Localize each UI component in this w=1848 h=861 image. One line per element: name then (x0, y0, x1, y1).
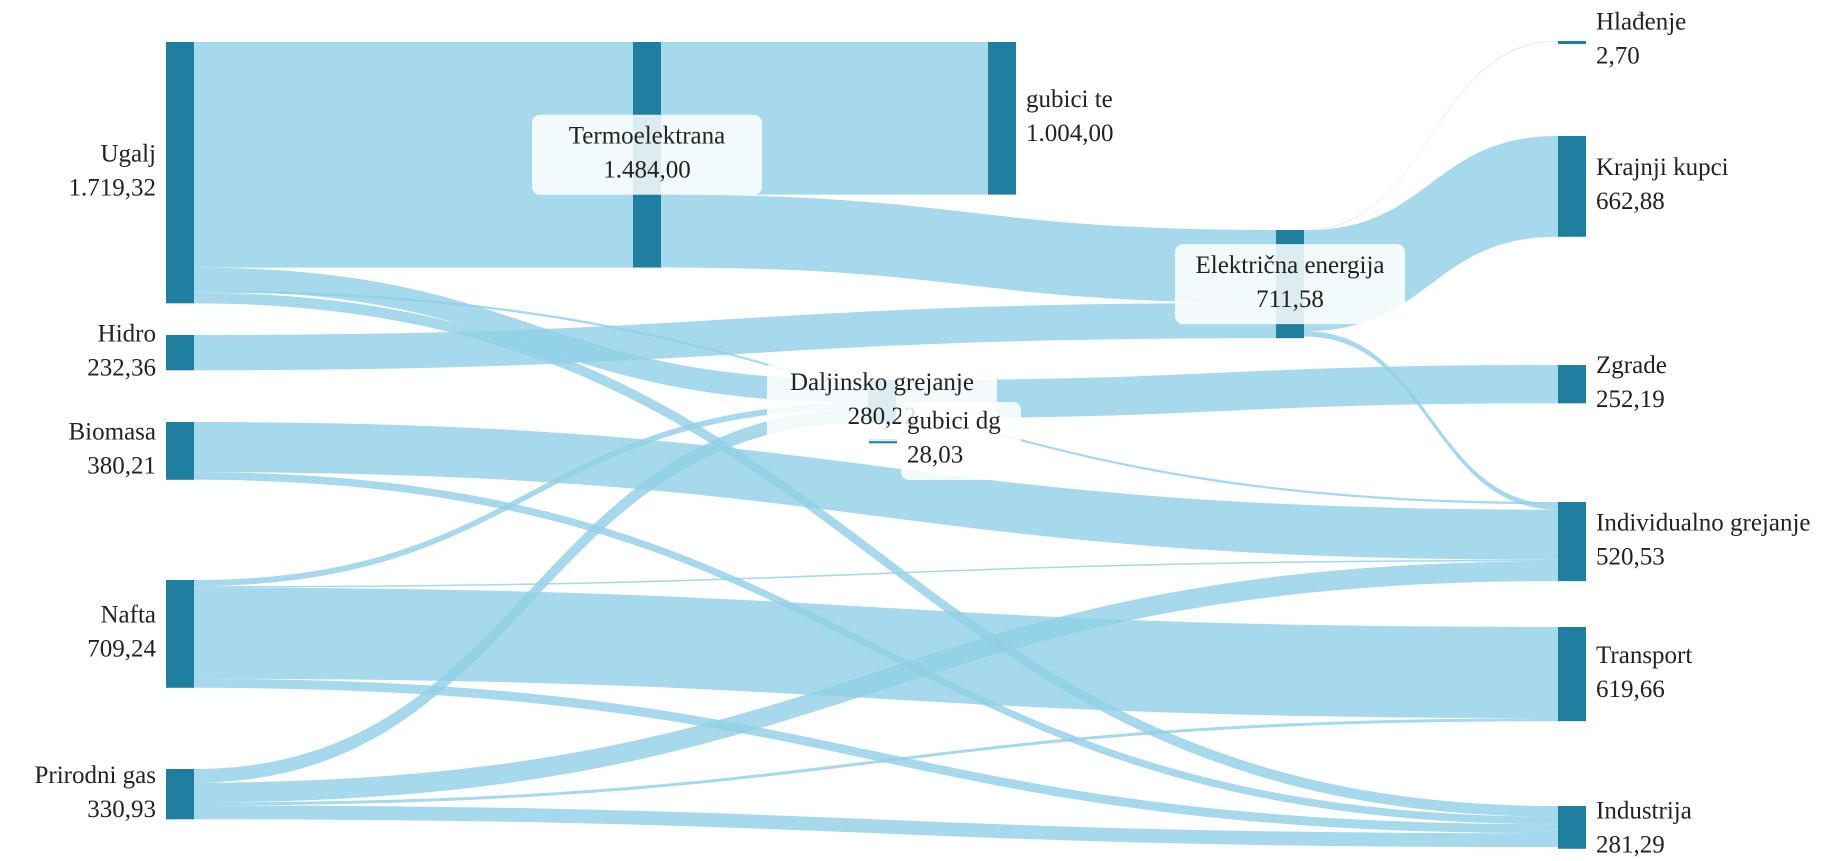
node-label: Prirodni gas (34, 762, 156, 789)
node-value: 520,53 (1596, 543, 1665, 570)
node-value: 1.719,32 (69, 174, 157, 201)
node-label: Individualno grejanje (1596, 509, 1811, 536)
node-label: gubici te (1026, 86, 1113, 113)
node-value: 232,36 (87, 354, 156, 381)
node (1558, 806, 1586, 849)
links (194, 41, 1558, 848)
node (1558, 365, 1586, 404)
link (194, 587, 1558, 719)
node-value: 330,93 (87, 796, 156, 823)
node (988, 42, 1016, 195)
node-label: Hidro (98, 320, 156, 347)
node-value: 709,24 (87, 636, 156, 663)
node-value: 662,88 (1596, 188, 1665, 215)
link (194, 805, 1558, 848)
link (194, 292, 1558, 817)
node-value: 1.004,00 (1026, 120, 1114, 147)
label-box (1175, 244, 1405, 325)
node-label: Zgrade (1596, 352, 1667, 379)
node-label: Nafta (100, 602, 156, 629)
node (166, 769, 194, 820)
node-label: Termoelektrana (569, 123, 726, 150)
node-label: Biomasa (69, 419, 157, 446)
node-label: Hlađenje (1596, 9, 1686, 36)
label-box (532, 114, 762, 195)
link (896, 365, 1558, 419)
node-value: 28,03 (907, 442, 963, 469)
link (194, 559, 1558, 588)
node-value: 380,21 (87, 453, 156, 480)
link (1304, 41, 1558, 231)
node-label: Ugalj (100, 140, 156, 167)
labels: Ugalj 1.719,32 Hidro 232,36 Biomasa 380,21 Naf… (34, 9, 1810, 859)
node (166, 422, 194, 480)
node-label: Industrija (1596, 798, 1692, 825)
node (1558, 627, 1586, 722)
link (194, 561, 1558, 803)
link (194, 402, 868, 587)
node (1558, 41, 1586, 44)
node (1558, 502, 1586, 582)
link (194, 42, 633, 268)
node-label: Transport (1596, 642, 1692, 669)
link (661, 194, 1276, 303)
link (194, 408, 868, 783)
node-label: Daljinsko grejanje (790, 369, 974, 396)
node (166, 580, 194, 688)
node-label: gubici dg (907, 408, 1001, 435)
link (194, 718, 1558, 806)
node-value: 2,70 (1596, 43, 1640, 70)
node-value: 252,19 (1596, 386, 1665, 413)
link (194, 678, 1558, 834)
node-label: Električna energija (1195, 252, 1384, 279)
node-value: 1.484,00 (603, 157, 691, 184)
node (166, 335, 194, 371)
node-value: 619,66 (1596, 676, 1665, 703)
node-value: 281,29 (1596, 832, 1665, 859)
link (1304, 331, 1558, 510)
link (194, 302, 1276, 371)
node-value: 711,58 (1256, 286, 1324, 313)
link (194, 422, 1558, 560)
node (1558, 136, 1586, 237)
label-box (901, 402, 1021, 480)
node-label: Krajnji kupci (1596, 154, 1729, 181)
node (166, 42, 194, 304)
